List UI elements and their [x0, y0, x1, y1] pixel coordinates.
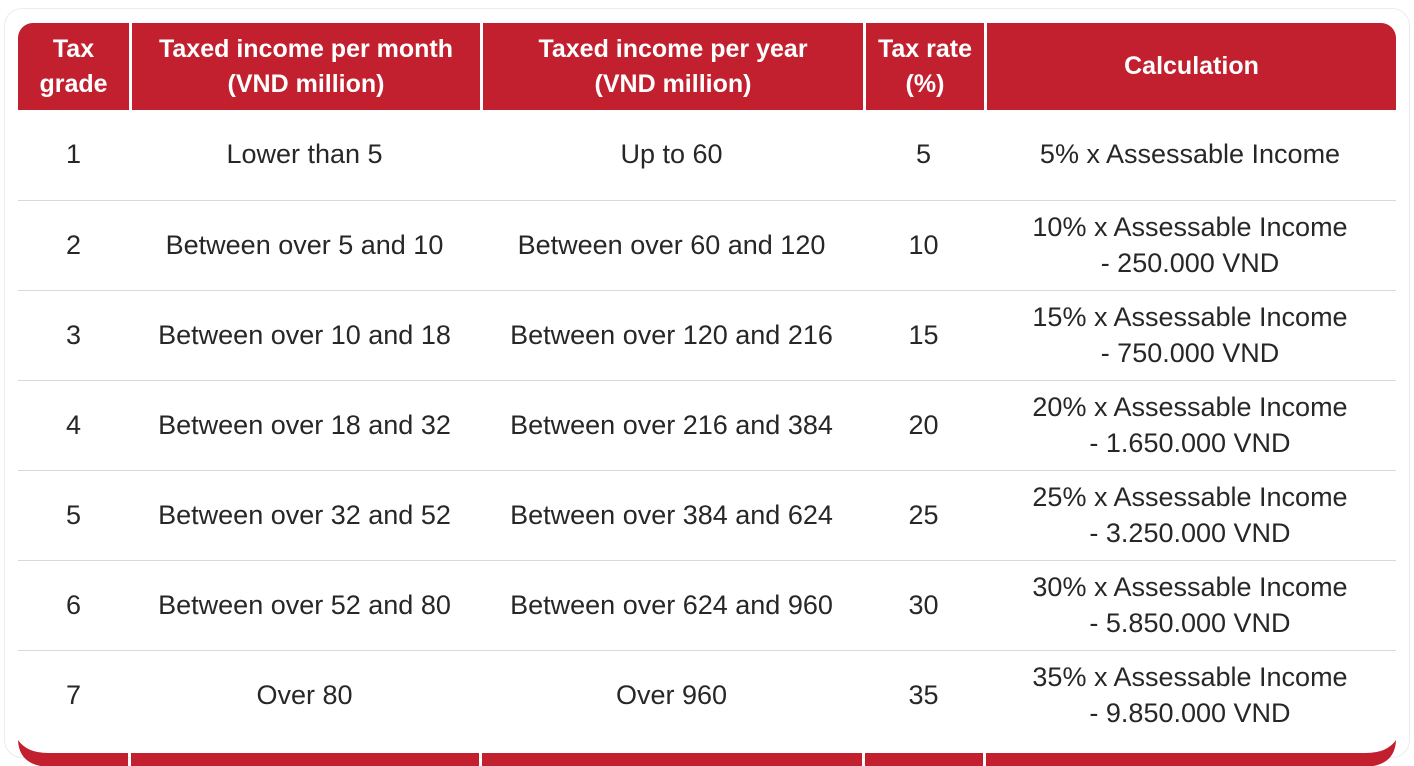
bottom-bar-segment-left-curl	[18, 740, 128, 766]
table-row: 3 Between over 10 and 18 Between over 12…	[18, 290, 1396, 380]
cell-income-year: Between over 624 and 960	[510, 589, 833, 620]
column-header-tax-grade: Tax grade	[39, 35, 108, 98]
table-bottom-accent-bar	[18, 740, 1396, 766]
cell-income-month: Over 80	[256, 679, 353, 710]
table-row: 1 Lower than 5 Up to 60 5 5% x Assessabl…	[18, 110, 1396, 200]
column-header-income-month: Taxed income per month (VND million)	[129, 23, 480, 110]
table-row: 7 Over 80 Over 960 35 35% x Assessable I…	[18, 650, 1396, 740]
cell-income-year: Up to 60	[620, 139, 723, 170]
cell-calculation: 5% x Assessable Income	[1039, 139, 1341, 170]
cell-tax-rate: 35	[908, 679, 939, 710]
cell-tax-grade: 3	[65, 319, 82, 350]
cell-calculation: 10% x Assessable Income - 250.000 VND	[1032, 212, 1348, 278]
cell-tax-rate: 30	[908, 589, 939, 620]
cell-calculation: 15% x Assessable Income - 750.000 VND	[1032, 302, 1348, 368]
table-row: 6 Between over 52 and 80 Between over 62…	[18, 560, 1396, 650]
cell-income-year: Between over 216 and 384	[510, 409, 833, 440]
cell-income-month: Between over 10 and 18	[158, 319, 451, 350]
table-row: 2 Between over 5 and 10 Between over 60 …	[18, 200, 1396, 290]
cell-tax-rate: 10	[908, 229, 939, 260]
cell-income-year: Over 960	[615, 679, 728, 710]
cell-tax-rate: 15	[908, 319, 939, 350]
cell-tax-grade: 7	[65, 679, 82, 710]
tax-bracket-table: Tax grade Taxed income per month (VND mi…	[18, 23, 1396, 766]
table-body: 1 Lower than 5 Up to 60 5 5% x Assessabl…	[18, 110, 1396, 740]
bottom-bar-segment	[482, 753, 862, 766]
cell-tax-rate: 25	[908, 499, 939, 530]
cell-tax-grade: 6	[65, 589, 82, 620]
bottom-bar-segment	[865, 753, 983, 766]
cell-income-month: Lower than 5	[226, 139, 383, 170]
cell-income-year: Between over 120 and 216	[510, 319, 833, 350]
cell-tax-grade: 2	[65, 229, 82, 260]
cell-tax-rate: 5	[915, 139, 932, 170]
cell-tax-rate: 20	[908, 409, 939, 440]
cell-income-month: Between over 18 and 32	[158, 409, 451, 440]
column-header-calculation: Calculation	[984, 23, 1396, 110]
bottom-bar-segment-right-curl	[986, 740, 1396, 766]
column-header-tax-rate: Tax rate (%)	[863, 23, 984, 110]
cell-income-month: Between over 32 and 52	[158, 499, 451, 530]
cell-income-month: Between over 52 and 80	[158, 589, 451, 620]
cell-calculation: 20% x Assessable Income - 1.650.000 VND	[1032, 392, 1348, 458]
cell-tax-grade: 4	[65, 409, 82, 440]
cell-calculation: 35% x Assessable Income - 9.850.000 VND	[1032, 662, 1348, 728]
cell-income-year: Between over 384 and 624	[510, 499, 833, 530]
column-header-income-year: Taxed income per year (VND million)	[480, 23, 863, 110]
cell-income-month: Between over 5 and 10	[165, 229, 444, 260]
cell-income-year: Between over 60 and 120	[517, 229, 826, 260]
cell-tax-grade: 1	[65, 139, 82, 170]
bottom-bar-segment	[131, 753, 479, 766]
table-header-row: Tax grade Taxed income per month (VND mi…	[18, 23, 1396, 110]
table-row: 5 Between over 32 and 52 Between over 38…	[18, 470, 1396, 560]
cell-tax-grade: 5	[65, 499, 82, 530]
cell-calculation: 30% x Assessable Income - 5.850.000 VND	[1032, 572, 1348, 638]
cell-calculation: 25% x Assessable Income - 3.250.000 VND	[1032, 482, 1348, 548]
table-row: 4 Between over 18 and 32 Between over 21…	[18, 380, 1396, 470]
